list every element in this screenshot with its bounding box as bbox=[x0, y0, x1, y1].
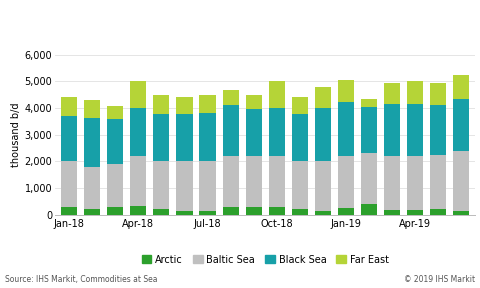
Bar bbox=[107, 119, 123, 164]
Bar bbox=[430, 105, 446, 155]
Bar bbox=[130, 206, 146, 215]
Bar bbox=[292, 209, 308, 215]
Bar bbox=[384, 104, 400, 156]
Bar bbox=[176, 114, 192, 161]
Bar bbox=[338, 103, 354, 156]
Bar bbox=[453, 75, 469, 99]
Bar bbox=[315, 108, 331, 161]
Bar bbox=[338, 80, 354, 103]
Bar bbox=[84, 166, 100, 209]
Bar bbox=[246, 109, 262, 156]
Bar bbox=[246, 156, 262, 206]
Bar bbox=[153, 95, 169, 114]
Bar bbox=[407, 156, 423, 210]
Bar bbox=[153, 209, 169, 215]
Bar bbox=[384, 83, 400, 104]
Bar bbox=[269, 156, 285, 207]
Bar bbox=[292, 96, 308, 114]
Bar bbox=[292, 161, 308, 209]
Bar bbox=[130, 156, 146, 206]
Bar bbox=[453, 211, 469, 215]
Text: Source: IHS Markit, Commodities at Sea: Source: IHS Markit, Commodities at Sea bbox=[5, 275, 157, 284]
Bar bbox=[199, 211, 216, 215]
Bar bbox=[107, 207, 123, 215]
Bar bbox=[361, 107, 377, 153]
Bar bbox=[269, 81, 285, 108]
Bar bbox=[315, 161, 331, 211]
Bar bbox=[384, 210, 400, 215]
Bar bbox=[453, 99, 469, 151]
Bar bbox=[153, 114, 169, 161]
Bar bbox=[199, 113, 216, 161]
Text: Russian crude oil loaded by origin: Russian crude oil loaded by origin bbox=[7, 18, 263, 31]
Bar bbox=[130, 81, 146, 108]
Bar bbox=[176, 161, 192, 211]
Bar bbox=[338, 156, 354, 208]
Bar bbox=[361, 153, 377, 204]
Bar bbox=[407, 210, 423, 215]
Bar bbox=[292, 114, 308, 161]
Legend: Arctic, Baltic Sea, Black Sea, Far East: Arctic, Baltic Sea, Black Sea, Far East bbox=[142, 255, 389, 265]
Bar bbox=[176, 211, 192, 215]
Bar bbox=[130, 108, 146, 156]
Bar bbox=[361, 204, 377, 215]
Bar bbox=[407, 81, 423, 104]
Bar bbox=[246, 206, 262, 215]
Bar bbox=[61, 161, 77, 207]
Bar bbox=[315, 87, 331, 108]
Bar bbox=[153, 161, 169, 209]
Y-axis label: thousand b/d: thousand b/d bbox=[11, 103, 21, 167]
Bar bbox=[223, 90, 239, 105]
Bar bbox=[199, 95, 216, 113]
Bar bbox=[269, 207, 285, 215]
Bar bbox=[84, 209, 100, 215]
Bar bbox=[269, 108, 285, 156]
Bar bbox=[61, 97, 77, 116]
Bar bbox=[430, 209, 446, 215]
Bar bbox=[223, 105, 239, 156]
Bar bbox=[84, 118, 100, 166]
Bar bbox=[430, 155, 446, 209]
Bar bbox=[107, 164, 123, 207]
Bar bbox=[430, 83, 446, 105]
Bar bbox=[176, 97, 192, 114]
Bar bbox=[61, 116, 77, 161]
Bar bbox=[338, 208, 354, 215]
Bar bbox=[223, 156, 239, 206]
Bar bbox=[407, 104, 423, 156]
Bar bbox=[84, 100, 100, 118]
Bar bbox=[61, 207, 77, 215]
Bar bbox=[361, 99, 377, 107]
Bar bbox=[384, 156, 400, 210]
Bar bbox=[246, 96, 262, 109]
Bar bbox=[199, 161, 216, 211]
Bar bbox=[315, 211, 331, 215]
Bar bbox=[107, 106, 123, 119]
Bar bbox=[223, 206, 239, 215]
Text: © 2019 IHS Markit: © 2019 IHS Markit bbox=[404, 275, 475, 284]
Bar bbox=[453, 151, 469, 211]
